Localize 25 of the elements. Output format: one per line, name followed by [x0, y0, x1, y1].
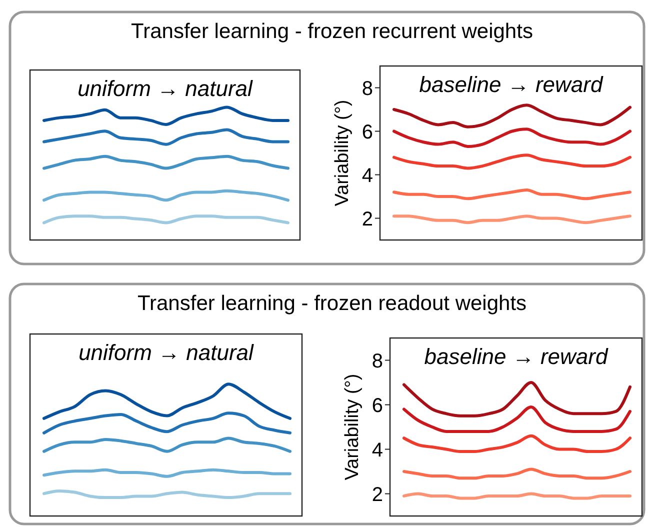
line-series — [402, 434, 632, 453]
y-tick-label: 6 — [362, 121, 373, 144]
line-series — [392, 214, 632, 224]
y-tick-label: 2 — [372, 484, 383, 506]
line-series — [402, 381, 632, 418]
y-tick-label: 4 — [372, 439, 383, 462]
annotation: baseline → reward — [424, 344, 608, 369]
y-tick-label: 4 — [362, 164, 373, 187]
chart-title: Transfer learning - frozen readout weights — [137, 292, 527, 315]
y-axis-title: Variability (°) — [342, 374, 363, 480]
line-series — [392, 128, 632, 148]
y-tick-label: 8 — [362, 78, 373, 100]
line-series — [402, 405, 632, 433]
chart-title: Transfer learning - frozen recurrent weights — [131, 20, 533, 43]
y-tick-label: 2 — [362, 208, 373, 230]
y-tick-label: 8 — [372, 350, 383, 372]
annotation: baseline → reward — [419, 72, 604, 97]
y-tick-label: 6 — [372, 394, 383, 417]
line-series — [392, 104, 632, 128]
text: uniform → natural — [78, 76, 254, 101]
line-series — [392, 188, 632, 200]
text: uniform → natural — [78, 340, 255, 365]
y-axis-title: Variability (°) — [332, 100, 353, 206]
line-series — [392, 154, 632, 170]
line-series — [402, 468, 632, 480]
